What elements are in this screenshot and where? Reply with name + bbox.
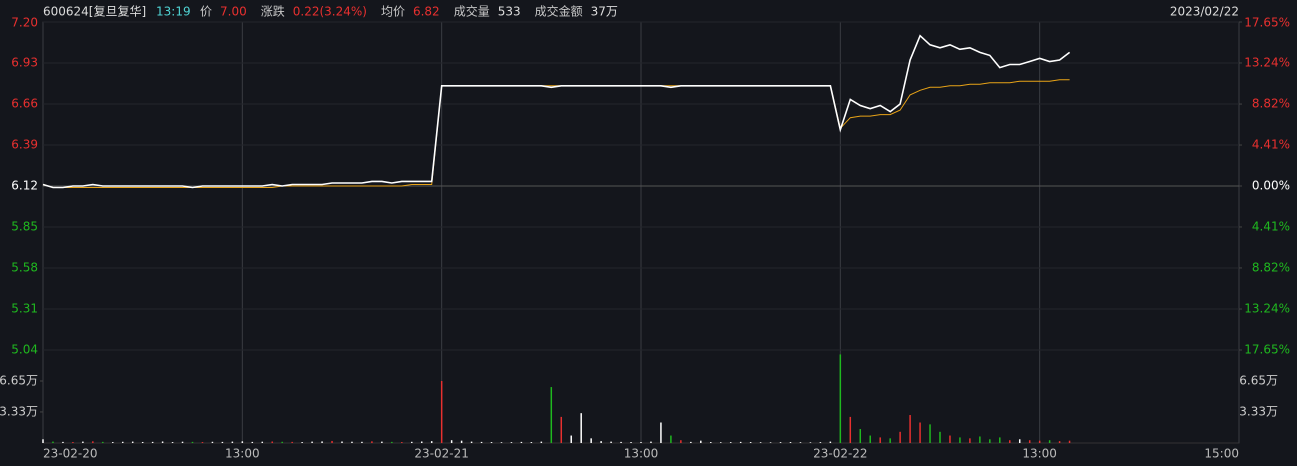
- y2-tick-label: 4.41%: [1252, 219, 1290, 233]
- quote-value: 533: [498, 5, 521, 19]
- volume-tick-label: 3.33万: [0, 404, 38, 418]
- y-tick-label: 5.85: [11, 220, 38, 234]
- y2-tick-label: 17.65%: [1244, 343, 1290, 357]
- y-tick-label: 5.31: [11, 302, 38, 316]
- y-tick-label: 7.20: [11, 16, 38, 30]
- quote-date: 2023/02/22: [1170, 5, 1239, 19]
- quote-label: 均价: [381, 5, 405, 19]
- y-tick-label: 5.04: [11, 343, 38, 357]
- y2-tick-label: 4.41%: [1252, 138, 1290, 152]
- x-tick-label: 13:00: [1022, 447, 1057, 461]
- quote-value: 7.00: [220, 5, 247, 19]
- x-tick-label: 15:00: [1204, 447, 1239, 461]
- y2-tick-label: 8.82%: [1252, 260, 1290, 274]
- volume-tick-label: 6.65万: [0, 374, 38, 388]
- volume-tick-label: 6.65万: [1239, 374, 1278, 388]
- y2-tick-label: 17.65%: [1244, 16, 1290, 30]
- y-tick-label: 5.58: [11, 261, 38, 275]
- quote-label: 成交金额: [535, 4, 583, 19]
- quote-value: 0.22(3.24%): [293, 5, 367, 19]
- quote-label: 价: [200, 5, 212, 19]
- y-tick-label: 6.66: [11, 97, 38, 111]
- y-tick-label: 6.12: [11, 179, 38, 193]
- x-tick-label: 13:00: [225, 447, 260, 461]
- y-tick-label: 6.39: [11, 138, 38, 152]
- quote-label: 成交量: [454, 4, 490, 19]
- x-tick-label: 23-02-20: [43, 447, 97, 461]
- x-tick-label: 23-02-21: [414, 447, 468, 461]
- y2-tick-label: 13.24%: [1244, 55, 1290, 69]
- y2-tick-label: 0.00%: [1252, 179, 1290, 193]
- volume-tick-label: 3.33万: [1239, 404, 1278, 418]
- x-tick-label: 23-02-22: [813, 447, 867, 461]
- stock-code: 600624[复旦复华]: [43, 5, 146, 19]
- quote-value: 6.82: [413, 5, 440, 19]
- price-line: [42, 34, 1071, 189]
- quote-time: 13:19: [156, 5, 191, 19]
- y2-tick-label: 8.82%: [1252, 97, 1290, 111]
- x-tick-label: 13:00: [624, 447, 659, 461]
- y2-tick-label: 13.24%: [1244, 302, 1290, 316]
- quote-value: 37万: [591, 5, 618, 19]
- y-tick-label: 6.93: [11, 56, 38, 70]
- quote-label: 涨跌: [261, 4, 285, 19]
